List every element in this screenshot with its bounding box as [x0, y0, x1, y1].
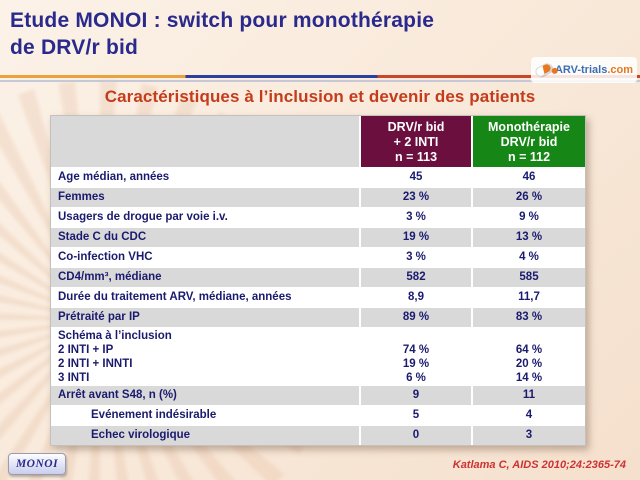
table-row-value: 45: [361, 168, 471, 187]
table-row-label: Co-infection VHC: [51, 248, 359, 267]
table-row-value: 83 %: [473, 308, 585, 327]
table-corner-cell: [51, 116, 359, 167]
citation: Katlama C, AIDS 2010;24:2365-74: [452, 459, 626, 471]
logo-suffix: .com: [607, 64, 633, 76]
table-row-label: Prétraité par IP: [51, 308, 359, 327]
divider-thin: [0, 80, 640, 82]
header-line: + 2 INTI: [393, 135, 439, 149]
table-row-value: 3: [473, 426, 585, 445]
header-line: n = 113: [394, 150, 438, 164]
table-row-value: 46: [473, 168, 585, 187]
table-row-label: Stade C du CDC: [51, 228, 359, 247]
table-row-label: Age médian, années: [51, 168, 359, 187]
table-row-value: 11,7: [473, 288, 585, 307]
table-row-value: 11: [473, 386, 585, 405]
table-row-value: 9: [361, 386, 471, 405]
table-row-label: Echec virologique: [51, 426, 359, 445]
table-row-value: 23 %: [361, 188, 471, 207]
table-row-value: 4: [473, 406, 585, 425]
table-row-label: CD4/mm³, médiane: [51, 268, 359, 287]
logo-text: ARV-trials: [554, 64, 608, 76]
header-line: Monothérapie: [488, 120, 570, 134]
table-row-value: 0: [361, 426, 471, 445]
table-row-value: 5: [361, 406, 471, 425]
monoi-tab[interactable]: MONOI: [8, 453, 66, 475]
table-row-value: 3 %: [361, 248, 471, 267]
table-row-label: Durée du traitement ARV, médiane, années: [51, 288, 359, 307]
table-row-value: 3 %: [361, 208, 471, 227]
characteristics-table: DRV/r bid + 2 INTI n = 113 Monothérapie …: [50, 115, 586, 446]
table-row-value: 9 %: [473, 208, 585, 227]
table-header-drv-2inti: DRV/r bid + 2 INTI n = 113: [361, 116, 471, 167]
table-row-label: Schéma à l’inclusion 2 INTI + IP 2 INTI + …: [51, 328, 359, 385]
table-row-value: 74 % 19 % 6 %: [361, 328, 471, 385]
title-line-2: de DRV/r bid: [10, 36, 139, 59]
table-row-value: 64 % 20 % 14 %: [473, 328, 585, 385]
table-row-value: 582: [361, 268, 471, 287]
title-line-1: Etude MONOI : switch pour monothérapie: [10, 9, 435, 32]
header-line: n = 112: [507, 150, 551, 164]
table-row-value: 13 %: [473, 228, 585, 247]
table-row-value: 89 %: [361, 308, 471, 327]
divider-tricolor: [0, 75, 640, 78]
table-header-monotherapie: Monothérapie DRV/r bid n = 112: [473, 116, 585, 167]
slide-subtitle: Caractéristiques à l’inclusion et deveni…: [104, 87, 536, 106]
arv-trials-logo: ARV-trials .com: [530, 57, 637, 83]
table-row-value: 4 %: [473, 248, 585, 267]
page-title: Etude MONOI : switch pour monothérapie d…: [10, 7, 434, 61]
table-row-value: 8,9: [361, 288, 471, 307]
header-line: DRV/r bid: [500, 135, 558, 149]
table-row-label: Femmes: [51, 188, 359, 207]
table-row-label: Arrêt avant S48, n (%): [51, 386, 359, 405]
table-row-value: 19 %: [361, 228, 471, 247]
table-row-value: 26 %: [473, 188, 585, 207]
table-row-label: Usagers de drogue par voie i.v.: [51, 208, 359, 227]
table-row-label: Evénement indésirable: [51, 406, 359, 425]
pill-icon: [533, 61, 554, 79]
header-line: DRV/r bid: [387, 120, 445, 134]
table-row-value: 585: [473, 268, 585, 287]
